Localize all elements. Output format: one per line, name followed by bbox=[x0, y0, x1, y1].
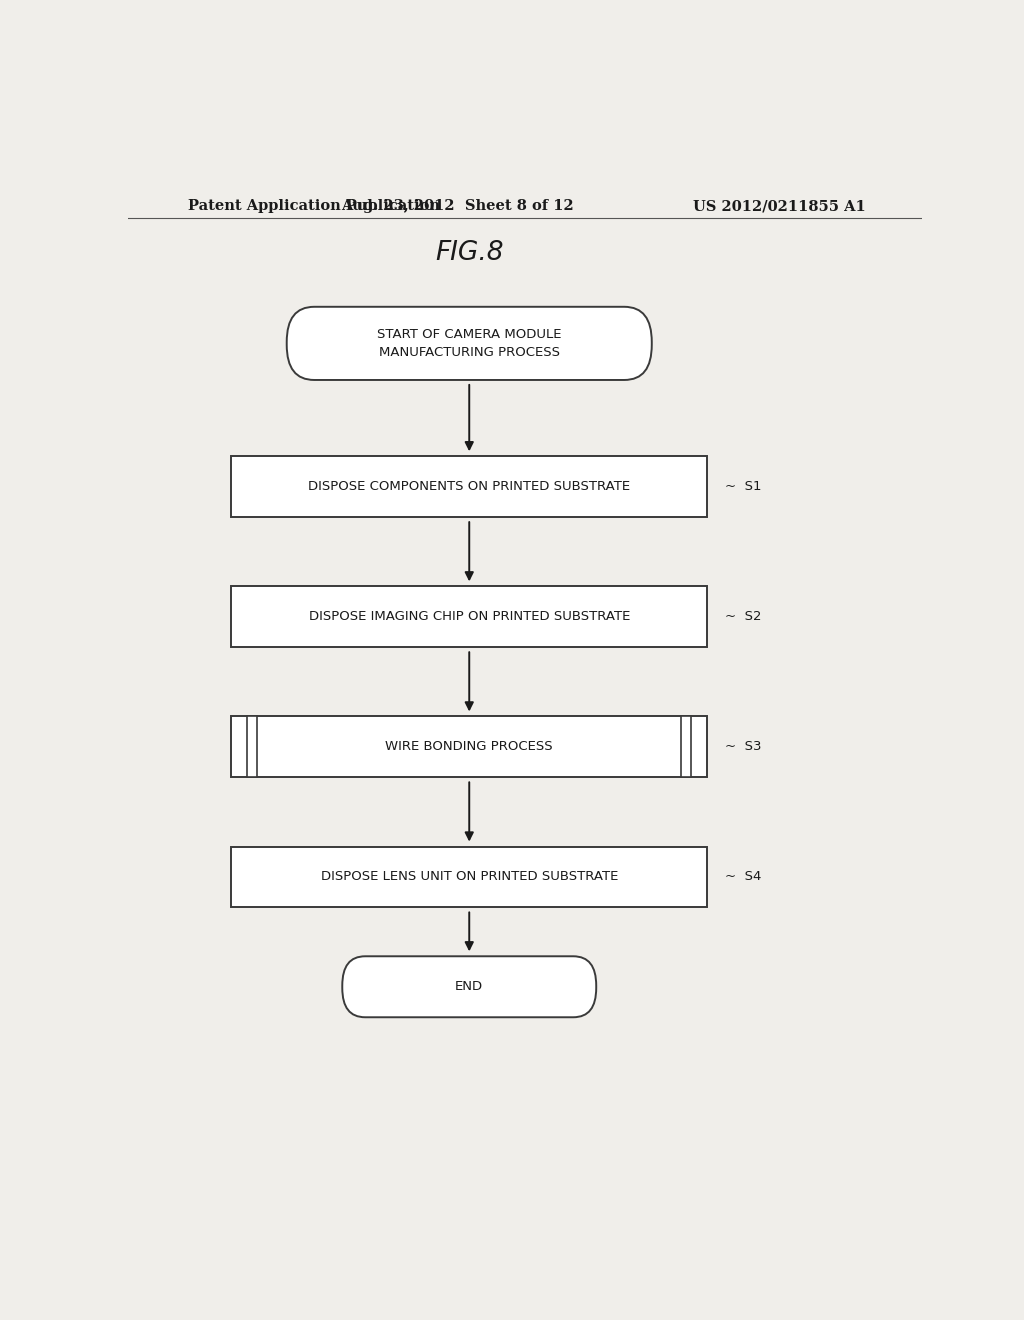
Bar bbox=[681, 717, 691, 777]
Text: FIG.8: FIG.8 bbox=[435, 240, 504, 265]
Bar bbox=[231, 717, 708, 777]
Text: DISPOSE IMAGING CHIP ON PRINTED SUBSTRATE: DISPOSE IMAGING CHIP ON PRINTED SUBSTRAT… bbox=[308, 610, 630, 623]
Text: END: END bbox=[456, 981, 483, 993]
FancyBboxPatch shape bbox=[342, 956, 596, 1018]
Bar bbox=[231, 457, 708, 517]
Bar bbox=[247, 717, 257, 777]
Bar bbox=[681, 717, 691, 777]
Text: ~  S2: ~ S2 bbox=[725, 610, 761, 623]
Text: START OF CAMERA MODULE
MANUFACTURING PROCESS: START OF CAMERA MODULE MANUFACTURING PRO… bbox=[377, 327, 561, 359]
Text: WIRE BONDING PROCESS: WIRE BONDING PROCESS bbox=[385, 741, 553, 754]
Bar bbox=[231, 586, 708, 647]
Text: US 2012/0211855 A1: US 2012/0211855 A1 bbox=[693, 199, 866, 213]
Text: ~  S4: ~ S4 bbox=[725, 870, 761, 883]
Text: ~  S3: ~ S3 bbox=[725, 741, 761, 754]
Bar bbox=[247, 717, 257, 777]
Bar bbox=[231, 846, 708, 907]
Text: DISPOSE COMPONENTS ON PRINTED SUBSTRATE: DISPOSE COMPONENTS ON PRINTED SUBSTRATE bbox=[308, 480, 631, 494]
Text: DISPOSE LENS UNIT ON PRINTED SUBSTRATE: DISPOSE LENS UNIT ON PRINTED SUBSTRATE bbox=[321, 870, 617, 883]
Text: Patent Application Publication: Patent Application Publication bbox=[187, 199, 439, 213]
Text: Aug. 23, 2012  Sheet 8 of 12: Aug. 23, 2012 Sheet 8 of 12 bbox=[341, 199, 573, 213]
Text: ~  S1: ~ S1 bbox=[725, 480, 761, 494]
FancyBboxPatch shape bbox=[287, 306, 652, 380]
